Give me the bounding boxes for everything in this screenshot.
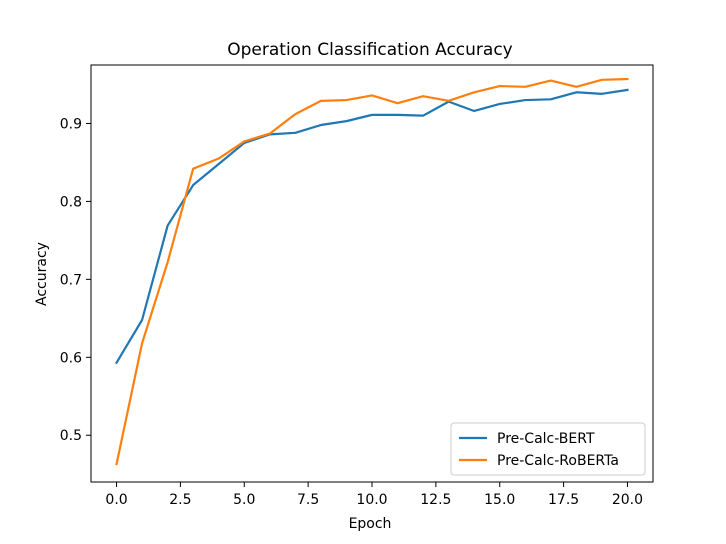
x-tick-label: 0.0 <box>105 492 127 508</box>
series-line-1 <box>115 88 629 365</box>
legend-label-1: Pre-Calc-BERT <box>497 431 595 447</box>
legend-box <box>450 422 646 476</box>
x-tick-label: 2.5 <box>169 492 191 508</box>
y-tick-label: 0.8 <box>60 194 82 210</box>
x-tick-label: 17.5 <box>548 492 579 508</box>
x-axis-label: Epoch <box>349 516 392 532</box>
y-tick-label: 0.5 <box>60 428 82 444</box>
x-tick-label: 20.0 <box>612 492 643 508</box>
x-tick-label: 5.0 <box>233 492 255 508</box>
legend-label-2: Pre-Calc-RoBERTa <box>497 453 619 469</box>
x-tick-label: 12.5 <box>420 492 451 508</box>
series-layer <box>115 77 629 466</box>
legend: Pre-Calc-BERT Pre-Calc-RoBERTa <box>450 422 646 476</box>
y-tick-label: 0.9 <box>60 116 82 132</box>
axes-layer: 0.0 2.5 5.0 7.5 10.0 12.5 15.0 17.5 20.0 0.5 0.6 0.… <box>60 64 654 508</box>
chart-title: Operation Classification Accuracy <box>227 40 513 60</box>
series-line-2 <box>115 77 629 466</box>
x-tick-label: 15.0 <box>484 492 515 508</box>
y-axis-label: Accuracy <box>34 242 50 306</box>
y-tick-label: 0.7 <box>60 272 82 288</box>
x-tick-label: 7.5 <box>297 492 319 508</box>
y-tick-label: 0.6 <box>60 350 82 366</box>
x-tick-label: 10.0 <box>356 492 387 508</box>
